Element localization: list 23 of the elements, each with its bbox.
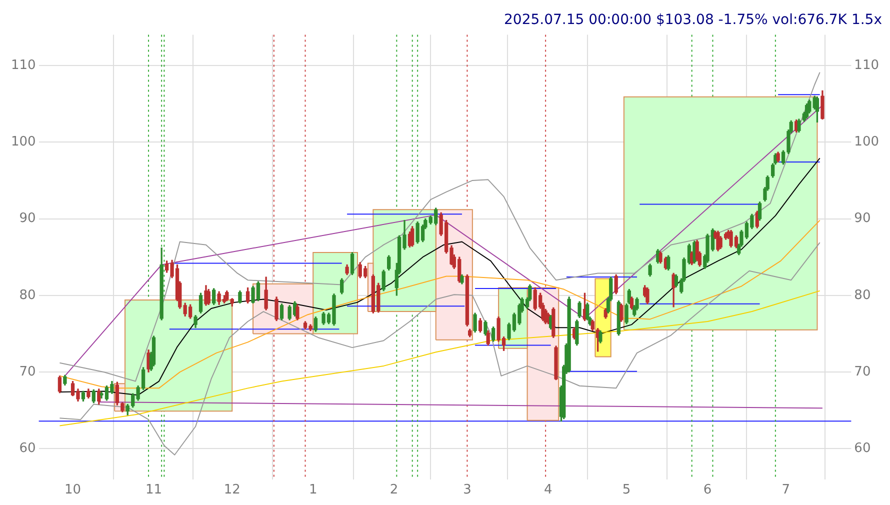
x-tick-label: 5 (622, 482, 631, 498)
y-tick-label: 80 (19, 288, 36, 303)
y2-tick-label: 80 (854, 288, 871, 303)
x-tick-label: 11 (145, 482, 162, 498)
x-tick-label: 1 (308, 482, 318, 498)
x-tick-label: 10 (64, 482, 82, 498)
y-tick-label: 60 (19, 441, 36, 456)
y2-tick-label: 110 (854, 58, 880, 73)
y-tick-label: 100 (10, 134, 36, 150)
y2-tick-label: 60 (854, 441, 871, 456)
x-tick-label: 12 (224, 482, 240, 498)
chart-title: 2025.07.15 00:00:00 $103.08 -1.75% vol:676.7K 1.5x (504, 12, 882, 28)
y2-tick-label: 90 (854, 211, 871, 226)
y-tick-label: 90 (19, 211, 36, 226)
y2-tick-label: 70 (854, 364, 871, 380)
x-tick-label: 4 (544, 482, 552, 498)
x-tick-label: 3 (463, 482, 472, 498)
x-tick-label: 6 (703, 482, 712, 498)
y2-tick-label: 100 (854, 134, 880, 150)
y-tick-label: 110 (10, 58, 36, 73)
x-tick-label: 2 (390, 482, 398, 498)
x-tick-label: 7 (782, 482, 790, 498)
y-tick-label: 70 (19, 364, 36, 380)
